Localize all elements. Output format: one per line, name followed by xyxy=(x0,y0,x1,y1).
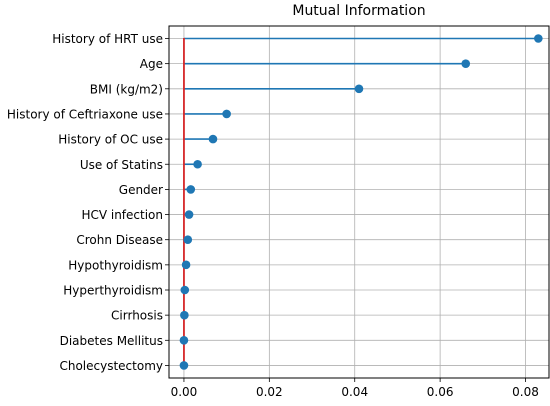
x-tick-label: 0.06 xyxy=(427,385,454,399)
data-point xyxy=(534,34,543,43)
grid-layer xyxy=(169,26,549,378)
y-tick-label: Use of Statins xyxy=(80,158,163,172)
x-tick-labels: 0.00 0.02 0.04 0.06 0.08 xyxy=(171,378,539,399)
y-tick-label: Diabetes Mellitus xyxy=(60,334,163,348)
y-tick-label: Hypothyroidism xyxy=(68,258,163,272)
data-point xyxy=(461,59,471,68)
y-tick-label: Age xyxy=(140,57,163,71)
data-point xyxy=(181,260,191,270)
data-point xyxy=(180,310,189,320)
y-tick-label: Crohn Disease xyxy=(76,233,163,247)
y-tick-label: History of OC use xyxy=(58,133,163,147)
y-tick-labels: History of HRT use Age BMI (kg/m2) History … xyxy=(7,32,169,373)
data-point xyxy=(208,134,218,144)
data-point xyxy=(183,235,193,244)
stem-layer xyxy=(183,37,539,316)
chart-title: Mutual Information xyxy=(292,3,425,19)
y-tick-label: HCV infection xyxy=(81,208,163,222)
x-tick-label: 0.00 xyxy=(171,385,198,399)
y-tick-label: Hyperthyroidism xyxy=(63,284,163,298)
data-point xyxy=(184,210,194,219)
data-point xyxy=(222,109,231,119)
y-tick-label: History of Ceftriaxone use xyxy=(7,107,163,121)
y-tick-label: Cirrhosis xyxy=(111,309,163,323)
y-tick-label: Gender xyxy=(119,183,163,197)
x-tick-label: 0.02 xyxy=(256,385,283,399)
y-tick-label: History of HRT use xyxy=(52,32,163,46)
x-tick-label: 0.08 xyxy=(512,385,539,399)
data-point xyxy=(186,185,196,194)
data-point xyxy=(179,336,189,345)
marker-layer xyxy=(179,34,543,370)
data-point xyxy=(193,159,202,169)
data-point xyxy=(179,361,189,370)
data-point xyxy=(354,84,364,94)
data-point xyxy=(180,285,190,295)
y-tick-label: Cholecystectomy xyxy=(59,359,163,373)
plot-frame xyxy=(168,25,550,379)
y-tick-label: BMI (kg/m2) xyxy=(90,82,163,96)
x-tick-label: 0.04 xyxy=(341,385,368,399)
